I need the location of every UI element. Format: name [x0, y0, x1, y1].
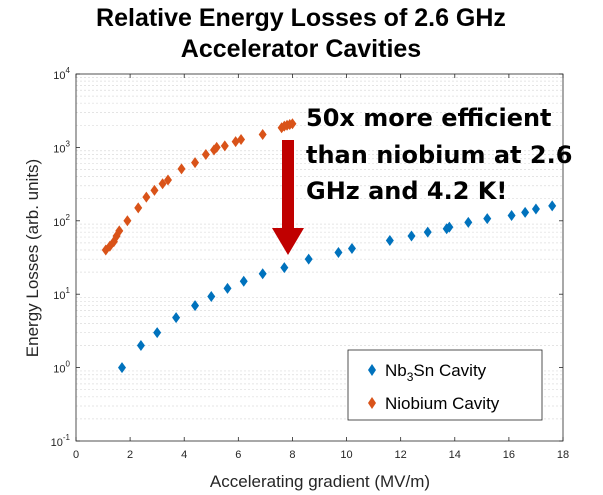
x-axis-label: Accelerating gradient (MV/m) [210, 472, 430, 491]
chart-title-line2: Accelerator Cavities [181, 35, 421, 63]
data-point-niobium [163, 174, 172, 186]
data-point-nb3sn [258, 268, 267, 280]
data-point-nb3sn [334, 246, 343, 258]
legend-label-nb3sn: Nb3Sn Cavity [385, 361, 487, 384]
data-point-niobium [123, 215, 132, 227]
data-point-niobium [258, 128, 267, 140]
data-point-niobium [288, 118, 297, 130]
data-point-nb3sn [136, 340, 145, 352]
data-point-niobium [150, 184, 159, 196]
x-tick-label: 6 [235, 449, 241, 461]
data-point-nb3sn [304, 253, 313, 265]
legend: Nb3Sn Cavity Niobium Cavity [347, 349, 543, 421]
annotation-line3: GHz and 4.2 K! [306, 177, 507, 205]
data-point-nb3sn [172, 312, 181, 324]
legend-marker-nb3sn [368, 364, 376, 376]
x-tick-label: 18 [557, 449, 569, 461]
x-axis-ticks: 0 2 4 6 8 10 12 14 16 18 [73, 74, 569, 461]
annotation-arrow [272, 140, 304, 255]
x-tick-label: 4 [181, 449, 187, 461]
y-tick-label: 10-1 [51, 433, 71, 449]
data-point-niobium [134, 202, 143, 214]
data-point-nb3sn [507, 210, 516, 222]
data-point-nb3sn [117, 362, 126, 374]
data-point-nb3sn [483, 213, 492, 225]
data-point-nb3sn [407, 230, 416, 242]
data-point-nb3sn [423, 226, 432, 238]
x-tick-label: 2 [127, 449, 133, 461]
x-tick-label: 14 [449, 449, 461, 461]
series-nb3sn [117, 200, 557, 374]
series-niobium [101, 118, 297, 256]
data-point-nb3sn [347, 242, 356, 254]
y-tick-label: 103 [53, 139, 70, 155]
y-axis-label: Energy Losses (arb. units) [23, 159, 42, 357]
chart-title-line1: Relative Energy Losses of 2.6 GHz [96, 4, 506, 32]
data-point-nb3sn [464, 216, 473, 228]
data-point-nb3sn [531, 203, 540, 215]
data-point-nb3sn [223, 282, 232, 294]
data-point-niobium [191, 157, 200, 169]
data-point-niobium [177, 163, 186, 175]
data-point-nb3sn [385, 234, 394, 246]
y-tick-label: 101 [53, 286, 70, 302]
x-tick-label: 8 [289, 449, 295, 461]
data-point-niobium [115, 225, 124, 237]
data-point-nb3sn [445, 221, 454, 233]
data-point-nb3sn [239, 275, 248, 287]
x-tick-label: 16 [503, 449, 515, 461]
y-tick-label: 104 [53, 66, 70, 82]
data-point-niobium [237, 134, 246, 146]
legend-marker-niobium [368, 397, 376, 409]
data-point-nb3sn [207, 291, 216, 303]
data-point-nb3sn [548, 200, 557, 212]
data-point-niobium [201, 149, 210, 161]
y-tick-label: 102 [53, 213, 70, 229]
data-point-nb3sn [191, 300, 200, 312]
annotation-line1: 50x more efficient [306, 104, 552, 132]
data-point-niobium [212, 141, 221, 153]
data-point-nb3sn [280, 262, 289, 274]
grid [76, 77, 563, 420]
y-tick-label: 100 [53, 360, 70, 376]
legend-label-niobium: Niobium Cavity [385, 394, 500, 413]
data-point-nb3sn [153, 327, 162, 339]
annotation-line2: than niobium at 2.6 [306, 141, 572, 169]
x-tick-label: 0 [73, 449, 79, 461]
data-series [101, 118, 557, 374]
data-point-niobium [142, 191, 151, 203]
legend-box [347, 349, 543, 421]
plot-box [75, 73, 564, 442]
data-point-niobium [220, 140, 229, 152]
x-tick-label: 10 [340, 449, 352, 461]
data-point-niobium [158, 178, 167, 190]
x-tick-label: 12 [395, 449, 407, 461]
y-axis-ticks: 10-1 100 101 102 103 104 [51, 66, 563, 449]
data-point-nb3sn [521, 206, 530, 218]
